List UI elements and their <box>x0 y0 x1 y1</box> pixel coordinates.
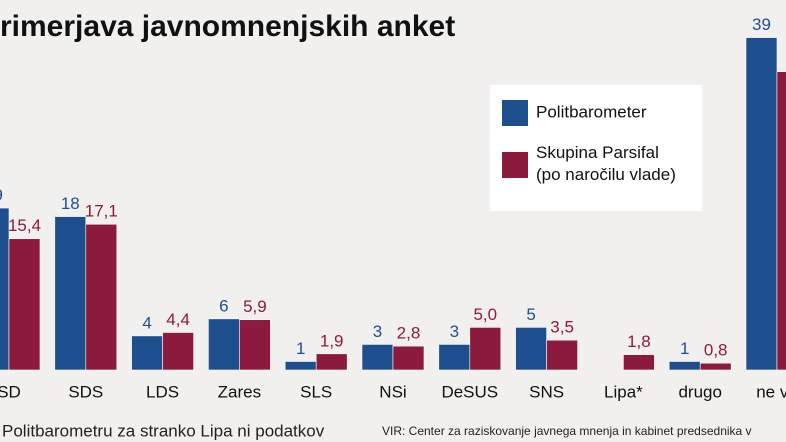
value-label: 1,8 <box>627 332 651 351</box>
bar <box>85 223 118 371</box>
bar <box>699 362 732 371</box>
footnote: Politbarometru za stranko Lipa ni podatk… <box>2 421 325 440</box>
value-label: 39 <box>752 15 771 34</box>
bar <box>668 361 701 371</box>
x-tick-label: SLS <box>300 382 332 401</box>
value-label: 1 <box>296 339 305 358</box>
value-label: 4 <box>142 313 151 332</box>
x-tick-label: SNS <box>529 382 564 401</box>
bar <box>438 344 471 371</box>
value-label: 18 <box>61 194 80 213</box>
x-tick-label: SDS <box>68 382 103 401</box>
value-label: 6 <box>219 296 228 315</box>
bar <box>776 71 786 371</box>
value-label: 4,4 <box>166 310 190 329</box>
bar <box>623 354 655 371</box>
value-label: 5,9 <box>243 297 267 316</box>
value-label: 0,8 <box>704 341 728 360</box>
value-label: 1 <box>680 339 689 358</box>
bar <box>208 318 240 371</box>
value-label: 15,4 <box>8 216 41 235</box>
x-tick-label: Lipa* <box>604 382 643 401</box>
bar <box>392 345 425 371</box>
value-label: 3 <box>373 322 382 341</box>
x-tick-label: SD <box>0 382 21 401</box>
value-label: 3 <box>450 322 459 341</box>
legend-label: Skupina Parsifal (po naročilu vlade) <box>536 143 676 184</box>
bar <box>162 332 194 371</box>
value-label: 2,8 <box>397 324 421 343</box>
value-label: 1,9 <box>320 331 344 350</box>
x-tick-label: ne ve <box>756 382 786 401</box>
bar <box>515 327 547 371</box>
bar <box>284 361 317 371</box>
source: VIR: Center za raziskovanje javnega mnen… <box>382 424 752 438</box>
x-tick-label: Zares <box>218 382 261 401</box>
value-label: 5,0 <box>473 305 497 324</box>
value-label: 19 <box>0 186 3 205</box>
chart-title: rimerjava javnomnenjskih anket <box>0 10 455 43</box>
bar <box>361 344 394 371</box>
bar <box>315 353 348 371</box>
bar <box>469 327 502 371</box>
bar <box>54 216 87 371</box>
value-label: 3,5 <box>550 318 574 337</box>
legend-swatch <box>502 152 528 178</box>
bar <box>546 339 578 371</box>
legend-swatch <box>502 100 528 126</box>
bar <box>8 238 41 371</box>
bar <box>239 319 271 371</box>
x-tick-label: drugo <box>678 382 721 401</box>
bar <box>745 37 778 371</box>
x-tick-label: LDS <box>146 382 179 401</box>
x-tick-label: NSi <box>379 382 406 401</box>
bar <box>131 335 163 371</box>
value-label: 5 <box>526 305 535 324</box>
legend-label: Politbarometer <box>536 102 647 121</box>
value-label: 17,1 <box>85 202 118 221</box>
x-tick-label: DeSUS <box>441 382 498 401</box>
